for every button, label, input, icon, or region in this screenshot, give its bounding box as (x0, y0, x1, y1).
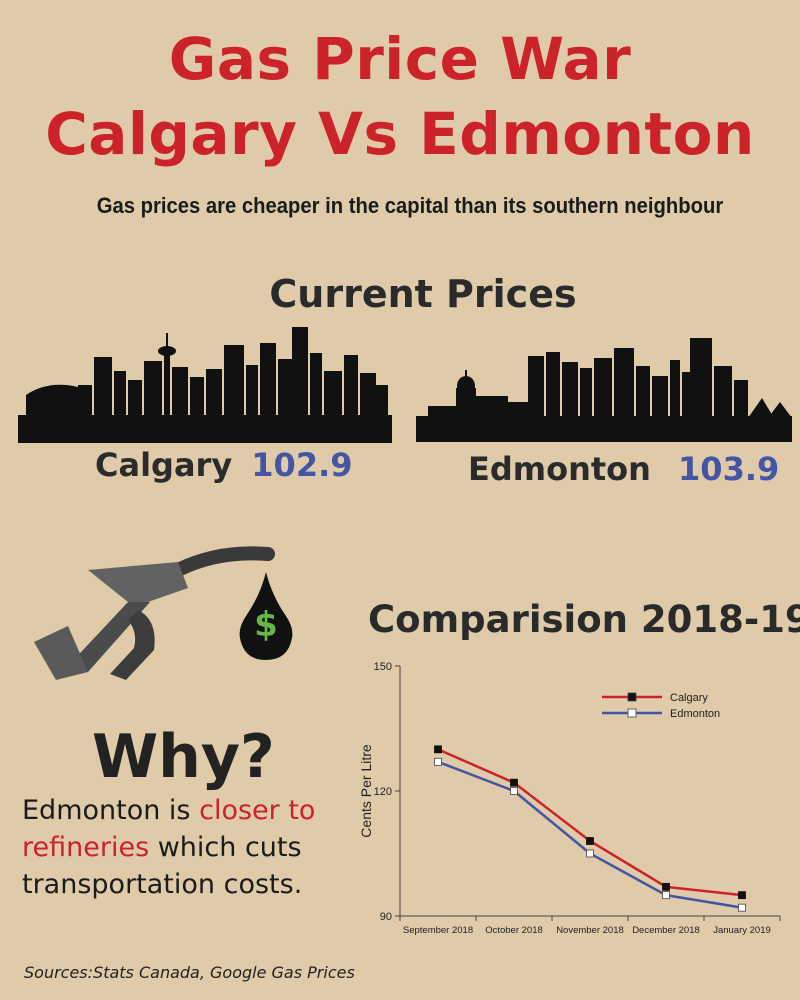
calgary-price-row: Calgary 102.9 (95, 446, 353, 484)
edmonton-price-row: Edmonton 103.9 (468, 450, 779, 488)
legend-marker-calgary (627, 692, 637, 702)
x-tick-label: October 2018 (485, 925, 543, 936)
price-comparison-chart: 90 120 150 September 2018 October 2018 Novem… (358, 661, 781, 936)
why-text-before: Edmonton is (22, 795, 200, 826)
why-text-after: which cuts transportation costs. (22, 832, 303, 900)
calgary-skyline-icon (18, 327, 392, 443)
legend-label-edmonton: Edmonton (670, 708, 720, 720)
data-point-calgary (434, 745, 442, 754)
data-point-edmonton (738, 903, 746, 912)
data-point-edmonton (510, 787, 518, 795)
why-heading: Why? (92, 722, 275, 792)
y-axis-label: Cents Per Litre (358, 744, 374, 838)
x-tick-label: September 2018 (403, 925, 473, 936)
data-point-edmonton (434, 757, 442, 766)
data-point-edmonton (662, 891, 670, 900)
y-tick-label: 90 (380, 911, 392, 923)
series-line-calgary (437, 748, 743, 897)
dollar-symbol: $ (254, 605, 278, 645)
data-point-calgary (662, 882, 670, 891)
data-point-calgary (738, 891, 746, 900)
legend-label-calgary: Calgary (670, 692, 708, 704)
data-point-calgary (586, 837, 594, 845)
legend-marker-edmonton (627, 708, 637, 718)
gas-nozzle-icon (34, 546, 275, 680)
edmonton-label: Edmonton (468, 450, 651, 488)
title-line-1: Gas Price War (168, 25, 632, 93)
calgary-label: Calgary (95, 446, 233, 484)
sources-note: Sources:Stats Canada, Google Gas Prices (24, 963, 355, 982)
comparison-heading: Comparision 2018-19 (368, 598, 800, 641)
y-tick-label: 120 (374, 786, 392, 798)
x-tick-label: December 2018 (632, 925, 700, 936)
series-line-edmonton (437, 760, 743, 909)
current-prices-heading: Current Prices (269, 272, 577, 316)
x-tick-label: November 2018 (556, 925, 624, 936)
oil-drop-icon (239, 572, 293, 660)
calgary-price: 102.9 (251, 446, 353, 484)
data-point-calgary (510, 778, 518, 787)
data-point-edmonton (586, 849, 594, 858)
why-highlight: closer to refineries (22, 795, 316, 863)
why-explanation: Edmonton is closer to refineries which c… (22, 792, 332, 903)
edmonton-price: 103.9 (678, 450, 780, 488)
edmonton-skyline-icon (416, 338, 792, 442)
y-tick-label: 150 (374, 661, 392, 673)
title-line-2: Calgary Vs Edmonton (45, 100, 755, 168)
x-tick-label: January 2019 (713, 925, 771, 936)
subtitle: Gas prices are cheaper in the capital th… (96, 193, 724, 218)
